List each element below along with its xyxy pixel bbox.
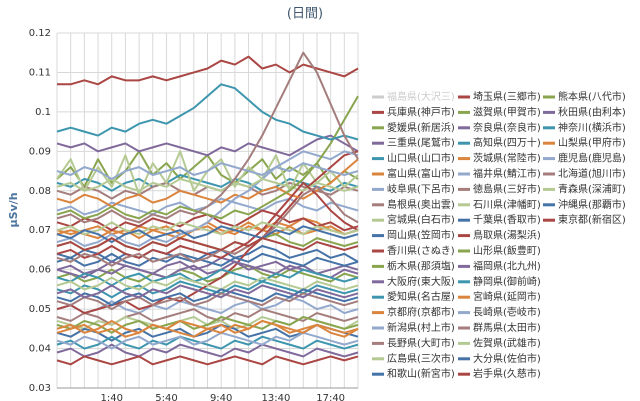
- x-tick-label: 5:40: [155, 393, 177, 401]
- legend-label: 滋賀県(甲賀市): [473, 105, 541, 118]
- legend-label: 茨城県(常陸市): [473, 152, 541, 165]
- legend-label: 石川県(津幡町): [473, 198, 541, 211]
- series-line: [56, 83, 359, 141]
- y-tick-label: 0.03: [29, 383, 51, 394]
- legend-label: 岡山県(笠岡市): [387, 229, 455, 242]
- series-line: [56, 355, 359, 366]
- series-line: [56, 174, 359, 192]
- x-tick-label: 9:40: [210, 393, 232, 401]
- series-line: [56, 158, 359, 208]
- legend-label: 愛知県(名古屋): [387, 290, 455, 303]
- series-line: [56, 51, 359, 224]
- x-tick-label: 17:40: [316, 393, 345, 401]
- legend-label: 秋田県(由利本): [558, 105, 626, 118]
- series-line: [56, 252, 359, 267]
- legend-label: 山口県(山口市): [387, 152, 455, 165]
- y-tick-label: 0.04: [29, 344, 51, 355]
- x-tick-label: 1:40: [100, 393, 122, 401]
- series-line: [56, 288, 359, 307]
- series-line: [56, 181, 359, 259]
- legend-label: 宮崎県(延岡市): [473, 290, 541, 303]
- legend-label: 熊本県(八代市): [558, 90, 626, 103]
- legend-label: 福島県(大沢三): [387, 90, 455, 103]
- legend-label: 山梨県(甲府市): [558, 136, 626, 149]
- series-line: [56, 335, 359, 350]
- legend-label: 大阪府(東大阪): [387, 275, 455, 288]
- legend-label: 兵庫県(神戸市): [387, 105, 455, 118]
- legend-label: 山形県(飯豊町): [473, 244, 541, 257]
- series-line: [56, 268, 359, 287]
- series-line: [56, 343, 359, 358]
- y-tick-label: 0.09: [29, 146, 51, 157]
- legend-label: 岐阜県(下呂市): [387, 182, 455, 195]
- legend-label: 香川県(さぬき): [387, 245, 455, 257]
- legend-label: 高知県(四万十): [473, 136, 541, 149]
- series-line: [56, 225, 359, 244]
- y-tick-label: 0.1: [35, 107, 51, 118]
- legend-label: 島根県(奥出雲): [387, 198, 455, 211]
- legend-label: 新潟県(村上市): [387, 321, 455, 334]
- legend-label: 長野県(大町市): [387, 336, 455, 349]
- legend-label: 鳥取県(湯梨浜): [473, 229, 541, 242]
- legend-label: 奈良県(奈良市): [473, 121, 541, 134]
- series-line: [56, 134, 359, 157]
- legend-label: 宮城県(白石市): [387, 213, 455, 226]
- y-axis-label: μSv/h: [7, 192, 20, 227]
- legend-label: 静岡県(御前崎): [473, 275, 541, 288]
- series-line: [56, 217, 359, 240]
- series-line: [56, 221, 359, 236]
- legend-label: 千葉県(香取市): [473, 213, 541, 226]
- series-line: [56, 150, 359, 247]
- legend-label: 長崎県(壱岐市): [473, 306, 541, 319]
- legend-label: 埼玉県(三郷市): [473, 90, 541, 103]
- y-tick-label: 0.05: [29, 304, 51, 315]
- legend-label: 神奈川(横浜市): [558, 121, 626, 134]
- series-line: [57, 55, 359, 86]
- legend-label: 徳島県(三好市): [473, 182, 541, 195]
- y-tick-label: 0.11: [29, 67, 51, 78]
- legend-label: 大分県(佐伯市): [473, 352, 541, 365]
- legend-label: 愛媛県(新居浜): [387, 121, 455, 134]
- y-tick-label: 0.06: [29, 265, 51, 276]
- y-tick-label: 0.08: [29, 186, 51, 197]
- series-line: [56, 162, 359, 180]
- legend-label: 富山県(富山市): [387, 167, 455, 180]
- series-line: [56, 319, 359, 334]
- legend-label: 広島県(三次市): [387, 352, 455, 365]
- legend-label: 岩手県(久慈市): [473, 367, 541, 380]
- legend-label: 福井県(鯖江市): [473, 167, 541, 180]
- legend-label: 佐賀県(武雄市): [473, 336, 541, 349]
- legend-label: 東京都(新宿区): [558, 213, 626, 226]
- legend-label: 沖縄県(那覇市): [558, 198, 626, 211]
- series-line: [56, 276, 359, 291]
- series-line: [56, 185, 359, 267]
- legend-label: 栃木県(那須塩): [387, 259, 455, 272]
- y-tick-label: 0.12: [29, 28, 51, 39]
- series-line: [56, 95, 359, 220]
- legend-label: 群馬県(太田市): [473, 321, 541, 334]
- legend-label: 京都府(京都市): [387, 306, 455, 319]
- legend-label: 和歌山(新宮市): [387, 367, 455, 380]
- x-tick-label: 13:40: [261, 393, 290, 401]
- legend-label: 青森県(深浦町): [558, 182, 626, 195]
- legend-label: 北海道(旭川市): [558, 167, 626, 180]
- series-line: [56, 284, 359, 299]
- legend-label: 三重県(尾鷲市): [387, 136, 455, 149]
- series-line: [56, 237, 359, 251]
- legend-label: 鹿児島(鹿児島): [558, 152, 626, 165]
- y-tick-label: 0.07: [29, 225, 51, 236]
- series-line: [56, 331, 359, 350]
- legend-label: 福岡県(北九州): [473, 259, 541, 272]
- series-line: [56, 296, 359, 315]
- chart-title: (日間): [287, 7, 323, 22]
- series-line: [56, 256, 359, 275]
